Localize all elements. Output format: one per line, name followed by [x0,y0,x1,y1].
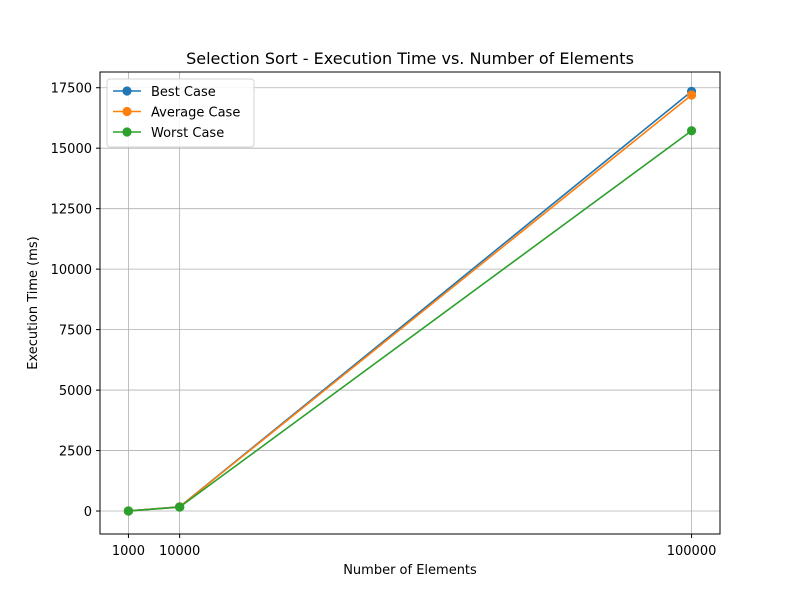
x-axis-ticks: 1000 10000 100000 [112,534,716,559]
data-point [686,126,697,136]
y-tick-label: 0 [84,505,92,520]
data-point [175,502,185,512]
legend-entry: Worst Case [151,126,224,141]
series-line-0 [128,90,693,512]
x-tick-label: 1000 [112,544,145,559]
legend-entry: Best Case [151,85,216,100]
legend-box [106,78,255,148]
legend-entry: Average Case [151,106,240,121]
y-tick-label: 10000 [51,263,92,278]
legend-swatch-marker [122,127,132,137]
x-axis-label: Number of Elements [343,563,477,578]
y-tick-label: 2500 [59,445,92,460]
series-line-1 [128,94,693,512]
legend-swatch-marker [122,86,132,96]
y-tick-label: 15000 [51,142,92,157]
y-tick-label: 7500 [59,324,92,339]
data-point [123,506,134,516]
legend-swatch-marker [122,106,132,117]
y-tick-label: 5000 [59,384,92,399]
series-layer [123,86,697,516]
x-tick-label: 100000 [667,544,717,559]
legend: Best Case Average Case Worst Case [106,78,255,148]
y-tick-label: 12500 [51,203,92,218]
x-tick-label: 10000 [159,544,200,559]
data-point [686,90,697,100]
y-axis-label: Execution Time (ms) [26,236,41,369]
y-axis-ticks: 0 2500 5000 7500 10000 12500 15000 17500 [51,82,100,520]
plot-frame [99,71,721,535]
y-tick-label: 17500 [51,82,92,97]
chart-title: Selection Sort - Execution Time vs. Numb… [186,49,634,68]
